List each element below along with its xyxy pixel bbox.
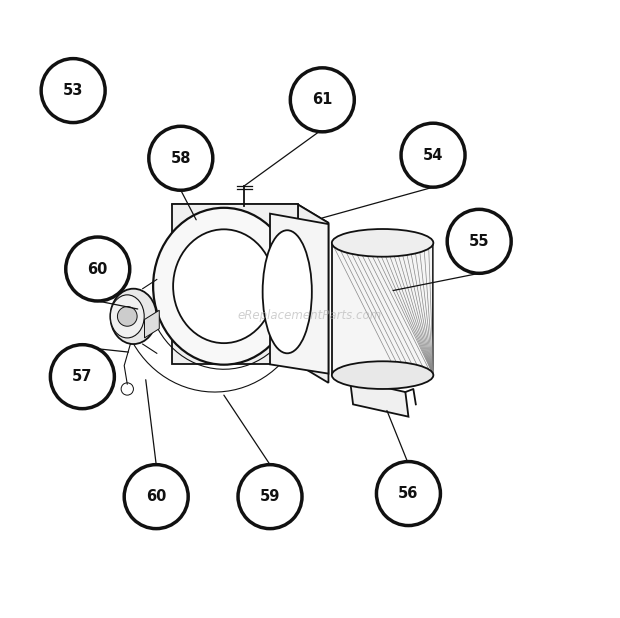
Polygon shape — [172, 205, 329, 223]
Circle shape — [401, 123, 465, 187]
Circle shape — [376, 462, 440, 525]
Text: 60: 60 — [87, 261, 108, 276]
Text: 54: 54 — [423, 148, 443, 163]
Circle shape — [41, 59, 105, 122]
Circle shape — [50, 345, 114, 408]
Ellipse shape — [332, 362, 433, 389]
Ellipse shape — [173, 229, 275, 343]
Polygon shape — [172, 205, 298, 365]
Text: 58: 58 — [170, 151, 191, 166]
Circle shape — [238, 465, 302, 528]
Circle shape — [117, 307, 137, 326]
Text: 57: 57 — [72, 369, 92, 384]
Ellipse shape — [110, 295, 144, 338]
Ellipse shape — [263, 231, 312, 353]
Ellipse shape — [153, 208, 294, 365]
Circle shape — [290, 68, 354, 132]
Polygon shape — [270, 214, 329, 374]
Circle shape — [447, 210, 511, 273]
Text: 55: 55 — [469, 234, 489, 249]
Text: eReplacementParts.com: eReplacementParts.com — [238, 308, 382, 321]
Ellipse shape — [332, 229, 433, 256]
Circle shape — [66, 237, 130, 301]
Polygon shape — [350, 379, 409, 417]
Text: 61: 61 — [312, 92, 332, 108]
Polygon shape — [298, 205, 329, 383]
Ellipse shape — [110, 289, 156, 344]
Text: 53: 53 — [63, 83, 83, 98]
Polygon shape — [144, 310, 159, 338]
Text: 60: 60 — [146, 489, 166, 504]
Circle shape — [149, 126, 213, 190]
Circle shape — [124, 465, 188, 528]
Text: 59: 59 — [260, 489, 280, 504]
Polygon shape — [332, 243, 433, 375]
Text: 56: 56 — [398, 486, 419, 501]
